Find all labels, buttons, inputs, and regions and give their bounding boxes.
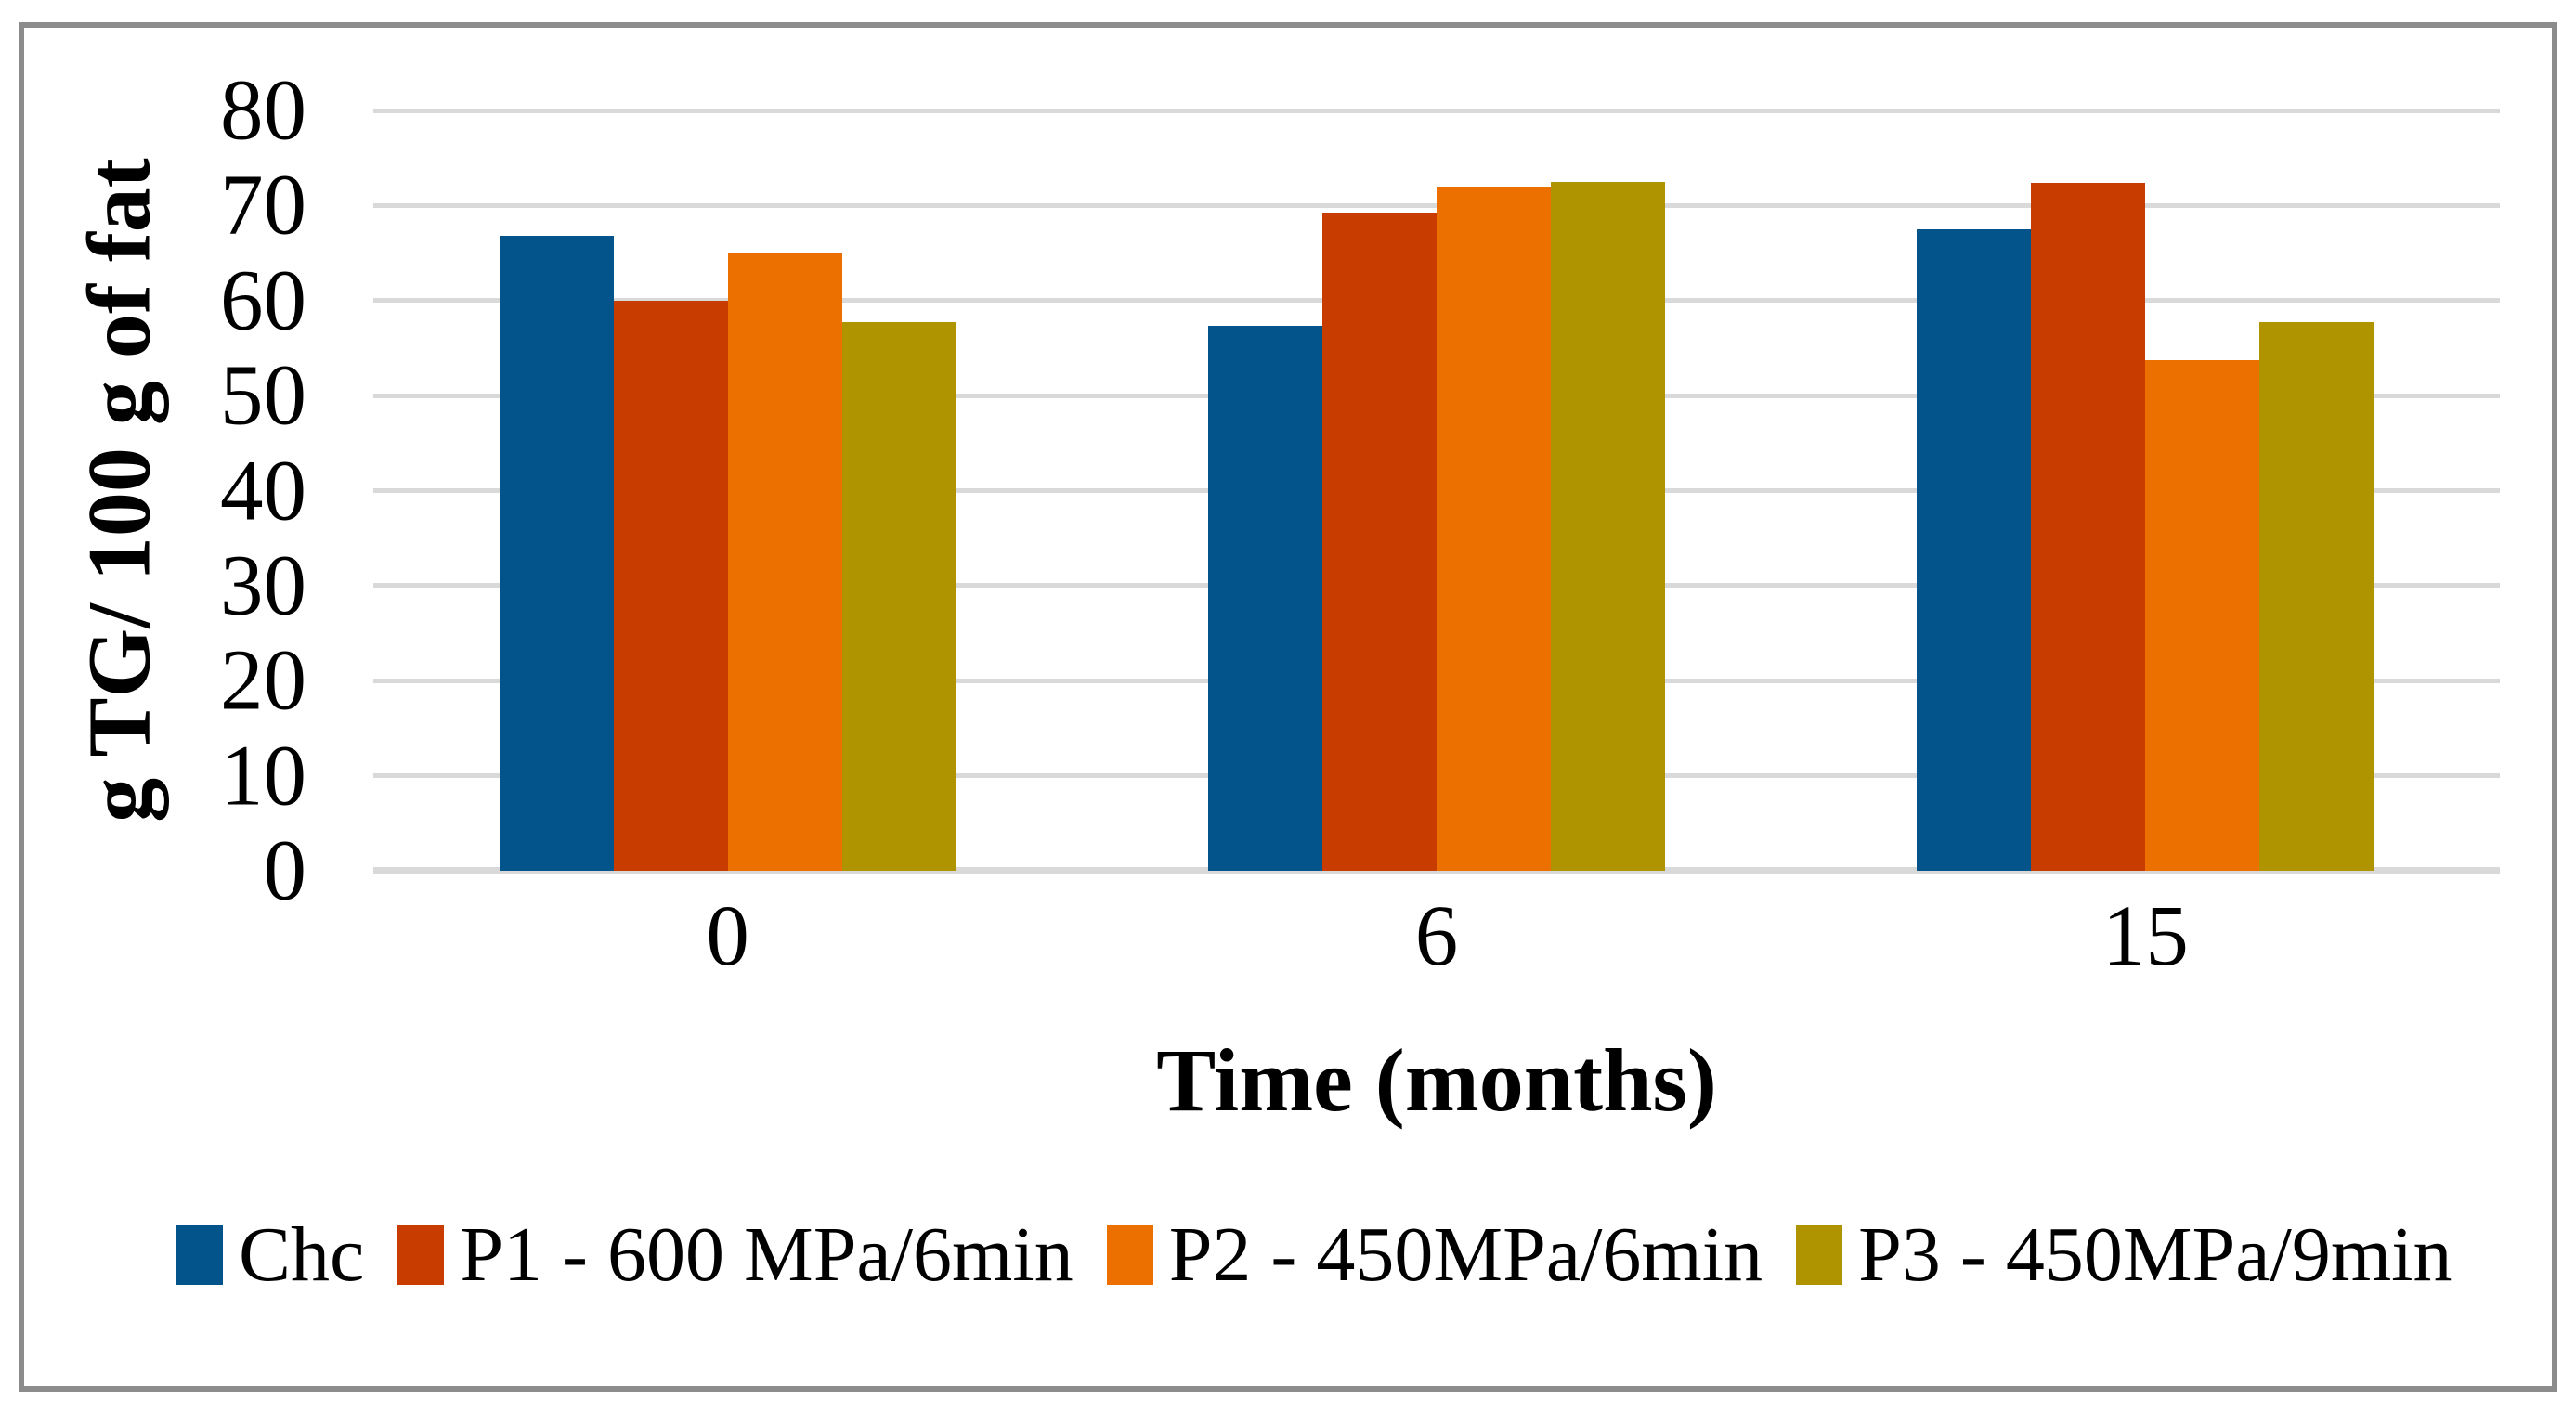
y-tick-label-40: 40 <box>220 443 306 538</box>
legend-label: P2 - 450MPa/6min <box>1168 1211 1763 1298</box>
bar-chc-month-0 <box>499 236 614 871</box>
y-tick-label-20: 20 <box>220 632 306 729</box>
bar-p3-month-6 <box>1551 181 1665 871</box>
bar-p1-month-15 <box>2031 182 2146 871</box>
x-axis-title: Time (months) <box>1156 1030 1717 1130</box>
x-tick-label-6: 6 <box>1414 888 1459 984</box>
legend-item-p3: P3 - 450MPa/9min <box>1796 1216 2452 1294</box>
legend-item-p1: P1 - 600 MPa/6min <box>397 1216 1073 1294</box>
y-tick-label-0: 0 <box>263 823 307 919</box>
y-tick-label-10: 10 <box>220 728 306 824</box>
x-tick-label-15: 15 <box>2101 888 2189 984</box>
legend-swatch-icon <box>176 1225 223 1285</box>
y-axis-tick-labels: 0 10 20 30 40 50 60 70 80 <box>0 68 306 914</box>
gridline-y-80 <box>373 108 2500 113</box>
plot-area <box>373 108 2500 874</box>
bar-chc-month-15 <box>1917 228 2032 871</box>
y-tick-label-80: 80 <box>220 62 306 159</box>
bar-p2-month-6 <box>1437 186 1551 871</box>
bar-p3-month-0 <box>841 322 956 871</box>
legend-item-p2: P2 - 450MPa/6min <box>1106 1211 1763 1298</box>
y-tick-label-50: 50 <box>220 347 306 444</box>
legend-label: P1 - 600 MPa/6min <box>460 1211 1073 1298</box>
legend-item-chc: Chc <box>176 1216 364 1294</box>
legend-label: Chc <box>239 1211 365 1298</box>
legend-label: P3 - 450MPa/9min <box>1858 1211 2452 1298</box>
x-axis-tick-labels: 0 6 15 <box>0 893 2576 995</box>
bar-p2-month-0 <box>727 253 842 871</box>
x-tick-label-0: 0 <box>706 888 749 984</box>
legend-swatch-icon <box>397 1225 445 1285</box>
legend-swatch-icon <box>1796 1225 1843 1285</box>
y-tick-label-30: 30 <box>220 538 306 634</box>
y-tick-label-70: 70 <box>220 157 306 253</box>
legend: Chc P1 - 600 MPa/6min P2 - 450MPa/6min P3 -… <box>176 1199 2502 1311</box>
bar-p1-month-6 <box>1322 212 1437 871</box>
y-tick-label-60: 60 <box>220 253 306 349</box>
bar-p3-month-15 <box>2259 322 2374 871</box>
bar-chc-month-6 <box>1208 326 1322 871</box>
bar-p1-month-0 <box>613 300 728 871</box>
legend-swatch-icon <box>1106 1225 1153 1285</box>
bar-p2-month-15 <box>2145 360 2260 871</box>
